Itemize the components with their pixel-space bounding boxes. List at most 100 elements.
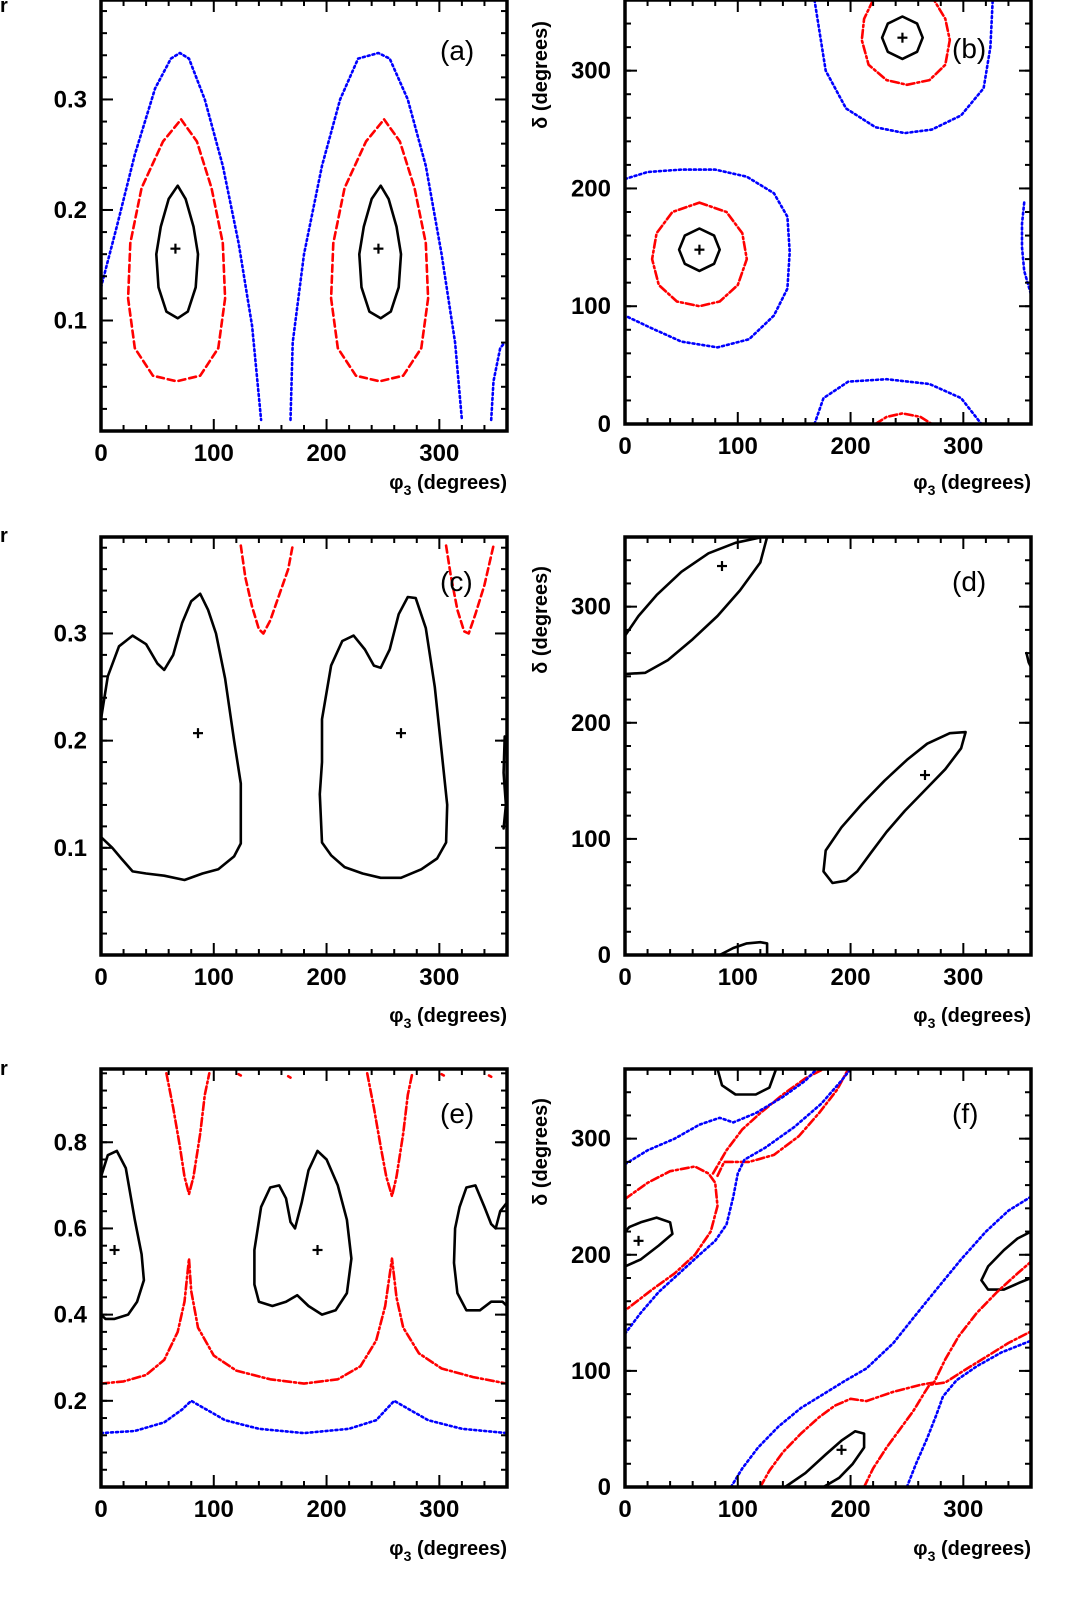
x-tick-label: 100 — [718, 433, 758, 460]
x-axis-label-e: φ3 (degrees) — [389, 1538, 507, 1564]
x-tick-label: 300 — [943, 1496, 983, 1523]
contour-outer — [489, 341, 507, 422]
contour-middle — [874, 412, 934, 426]
contour-outer — [623, 1067, 819, 1166]
x-tick-label: 0 — [94, 440, 107, 467]
x-tick-label: 300 — [943, 964, 983, 991]
y-tick-label: 300 — [571, 58, 611, 85]
contour-outer — [905, 1339, 1033, 1489]
x-tick-label: 200 — [831, 964, 871, 991]
x-axis-label-a: φ3 (degrees) — [389, 472, 507, 498]
best-fit-marker — [170, 243, 181, 254]
contour-middle — [329, 118, 430, 383]
y-tick-label: 0.2 — [54, 728, 87, 755]
plot-frame — [99, 535, 509, 957]
contour-middle — [650, 201, 749, 308]
x-tick-label: 100 — [718, 964, 758, 991]
best-fit-marker — [373, 243, 384, 254]
x-tick-label: 200 — [307, 1496, 347, 1523]
best-fit-marker — [836, 1444, 847, 1455]
contour-middle — [440, 1072, 446, 1077]
y-tick-label: 200 — [571, 710, 611, 737]
x-axis-label-f: φ3 (degrees) — [913, 1538, 1031, 1564]
contour-middle — [623, 1165, 719, 1312]
best-fit-marker — [919, 770, 930, 781]
contour-middle — [237, 1072, 243, 1077]
y-tick-label: 200 — [571, 1242, 611, 1269]
y-tick-label: 100 — [571, 826, 611, 853]
plot-frame — [623, 535, 1033, 957]
contour-middle — [239, 544, 295, 635]
y-tick-label: 300 — [571, 594, 611, 621]
contour-inner — [783, 1430, 866, 1489]
x-tick-label: 0 — [618, 1496, 631, 1523]
x-tick-label: 100 — [194, 1496, 234, 1523]
contour-inner — [623, 535, 764, 638]
y-tick-label: 0.3 — [54, 620, 87, 647]
contour-outer — [99, 51, 263, 422]
panel-b: 0 100 200 300 0 100 200 300 (b) δ (degrees) φ3 … — [530, 0, 1033, 498]
y-tick-label: 0.4 — [54, 1302, 88, 1329]
y-tick-label: 0.3 — [54, 86, 87, 113]
contour-inner — [880, 15, 925, 61]
best-fit-marker — [897, 32, 908, 43]
contour-outer — [813, 0, 995, 135]
y-tick-label: 0.2 — [54, 1388, 87, 1415]
contour-inner — [623, 1216, 674, 1268]
contour-outer — [99, 1399, 509, 1435]
contour-inner — [718, 940, 769, 957]
panel-tag-d: (d) — [952, 566, 986, 597]
panel-d: 0 100 200 300 0 100 200 300 (d) δ (degrees) φ3 … — [530, 535, 1033, 1031]
y-tick-label: 0 — [598, 411, 611, 438]
y-axis-label-a: r — [0, 0, 8, 17]
contour-middle — [99, 1257, 509, 1385]
contour-inner — [980, 1230, 1033, 1291]
x-tick-label: 300 — [943, 433, 983, 460]
best-fit-marker — [192, 728, 203, 739]
x-tick-label: 200 — [831, 1496, 871, 1523]
best-fit-marker — [395, 728, 406, 739]
contour-inner — [357, 184, 403, 320]
contour-inner — [253, 1149, 353, 1316]
contour-middle — [487, 1074, 493, 1079]
panel-tag-b: (b) — [952, 33, 986, 64]
contour-middle — [711, 1067, 825, 1175]
y-tick-label: 100 — [571, 1358, 611, 1385]
x-tick-label: 0 — [94, 964, 107, 991]
y-tick-label: 0.6 — [54, 1215, 87, 1242]
panel-c: 0 100 200 300 0.1 0.2 0.3 (c) r φ3 (degrees) — [0, 525, 509, 1031]
y-tick-label: 200 — [571, 175, 611, 202]
contour-inner — [623, 535, 769, 676]
contour-middle — [365, 1072, 414, 1198]
y-axis-label-c: r — [0, 525, 8, 547]
x-tick-label: 0 — [94, 1496, 107, 1523]
contour-inner — [99, 592, 243, 882]
contour-inner — [318, 595, 449, 880]
x-tick-label: 0 — [618, 964, 631, 991]
contour-inner — [822, 730, 967, 885]
x-tick-label: 300 — [419, 1496, 459, 1523]
contour-inner — [502, 735, 508, 830]
y-tick-label: 0.2 — [54, 197, 87, 224]
best-fit-marker — [109, 1244, 120, 1255]
contour-outer — [813, 377, 983, 426]
panel-f: 0 100 200 300 0 100 200 300 (f) δ (degrees) φ3 … — [530, 1067, 1033, 1564]
panel-tag-f: (f) — [952, 1098, 978, 1129]
x-axis-label-d: φ3 (degrees) — [913, 1005, 1031, 1031]
contour-inner — [99, 1149, 146, 1321]
panel-tag-a: (a) — [440, 35, 474, 66]
y-tick-label: 100 — [571, 293, 611, 320]
y-tick-label: 0 — [598, 1474, 611, 1501]
x-tick-label: 300 — [419, 964, 459, 991]
x-tick-label: 0 — [618, 433, 631, 460]
x-axis-label-c: φ3 (degrees) — [389, 1005, 507, 1031]
panel-tag-c: (c) — [440, 566, 473, 597]
panel-e: 0 100 200 300 0.2 0.4 0.6 0.8 (e) r φ3 (degrees… — [0, 1058, 509, 1564]
contour-inner — [716, 1067, 778, 1096]
contour-outer — [1020, 201, 1033, 296]
panel-a: 0 100 200 300 0.1 0.2 0.3 (a) r φ3 (degrees) — [0, 0, 509, 498]
x-tick-label: 200 — [307, 440, 347, 467]
y-tick-label: 0 — [598, 942, 611, 969]
best-fit-marker — [716, 561, 727, 572]
